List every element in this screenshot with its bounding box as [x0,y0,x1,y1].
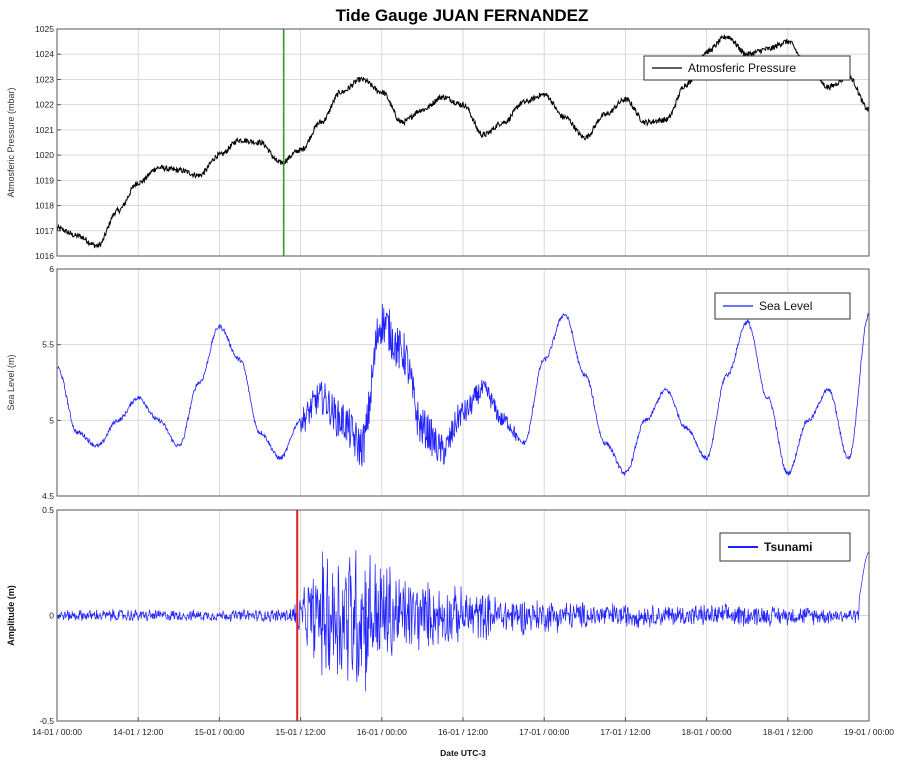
sea-level-legend: Sea Level [714,292,851,320]
x-tick-label: 16-01 / 12:00 [438,727,488,737]
sea-level-y-axis-label: Sea Level (m) [6,354,16,410]
sea-level-y-tick-label: 4.5 [42,491,54,501]
tsunami-y-axis-label: Amplitude (m) [6,585,16,646]
x-tick-label: 16-01 / 00:00 [357,727,407,737]
pressure-legend: Atmosferic Pressure [643,55,851,81]
pressure-y-tick-label: 1020 [35,150,54,160]
pressure-y-tick-label: 1017 [35,226,54,236]
pressure-y-tick-label: 1025 [35,24,54,34]
x-tick-label: 14-01 / 12:00 [113,727,163,737]
x-tick-label: 17-01 / 00:00 [519,727,569,737]
pressure-y-tick-label: 1024 [35,49,54,59]
sea-level-legend-label: Sea Level [759,299,812,313]
tsunami-legend-label: Tsunami [764,540,812,554]
x-tick-label: 19-01 / 00:00 [844,727,894,737]
sea-level-y-tick-label: 5.5 [42,340,54,350]
pressure-y-axis-label: Atmosferic Pressure (mbar) [6,87,16,197]
tsunami-y-tick-label: 0 [49,611,54,621]
x-tick-label: 14-01 / 00:00 [32,727,82,737]
x-tick-label: 15-01 / 12:00 [276,727,326,737]
tsunami-y-tick-label: 0.5 [42,505,54,515]
figure-title: Tide Gauge JUAN FERNANDEZ [336,6,589,25]
x-tick-label: 15-01 / 00:00 [194,727,244,737]
x-axis-label: Date UTC-3 [440,748,486,758]
pressure-y-tick-label: 1022 [35,100,54,110]
pressure-y-tick-label: 1023 [35,74,54,84]
pressure-series-line [56,34,870,249]
pressure-axes-frame [56,28,870,257]
pressure-legend-label: Atmosferic Pressure [688,61,796,75]
tsunami-x-ticks: 14-01 / 00:00 14-01 / 12:00 15-01 / 00:00 1… [32,717,894,737]
tsunami-axes-frame [56,509,870,722]
sea-level-axes-frame [56,268,870,497]
sea-level-panel: 4.5 5 5.5 6 Sea Level (m) Sea Level [6,264,870,501]
tsunami-legend-box [719,532,851,562]
pressure-y-tick-label: 1021 [35,125,54,135]
tsunami-panel: -0.5 0 0.5 14-01 / 00:00 14-01 / 12:00 15-01… [6,505,894,758]
pressure-y-tick-label: 1016 [35,251,54,261]
x-tick-label: 18-01 / 00:00 [682,727,732,737]
tsunami-series-line [56,550,870,692]
sea-level-y-tick-label: 6 [49,264,54,274]
sea-level-y-tick-label: 5 [49,415,54,425]
tsunami-y-tick-label: -0.5 [39,716,54,726]
pressure-y-tick-label: 1019 [35,175,54,185]
x-tick-label: 17-01 / 12:00 [600,727,650,737]
pressure-y-ticks: 1016 1017 1018 1019 1020 1021 1022 1023 1024 1025 [35,24,61,261]
tsunami-legend: Tsunami [719,532,851,562]
pressure-y-tick-label: 1018 [35,201,54,211]
sea-level-series-line [56,303,870,477]
pressure-panel: 1016 1017 1018 1019 1020 1021 1022 1023 1024 1025… [6,24,870,261]
x-tick-label: 18-01 / 12:00 [763,727,813,737]
